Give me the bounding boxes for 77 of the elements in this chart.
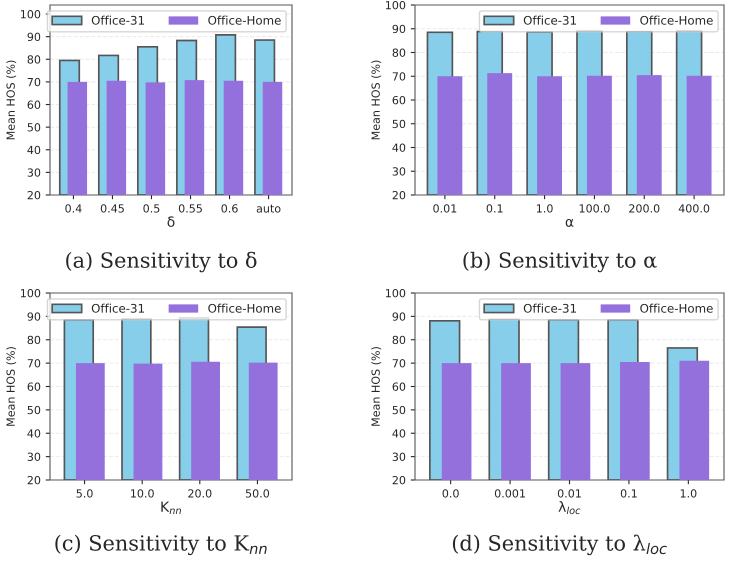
text: (b) Sensitivity to α xyxy=(463,252,657,272)
x-tick-label: 1.0 xyxy=(680,489,696,498)
y-axis-title: Mean HOS (%) xyxy=(371,347,382,426)
y-tick-label: 80 xyxy=(392,48,406,57)
y-tick-label: 70 xyxy=(392,359,406,368)
x-tick-label: 0.45 xyxy=(100,204,124,213)
y-tick-label: 40 xyxy=(392,429,406,438)
x-axis-title: K$_{nn}$ xyxy=(161,502,181,514)
y-tick-label: 40 xyxy=(27,429,40,438)
x-tick-label: 400.0 xyxy=(678,204,710,213)
y-axis-title: Mean HOS (%) xyxy=(6,347,16,426)
y-tick-label: 80 xyxy=(392,336,406,344)
legend-label: Office-Home xyxy=(640,16,713,25)
y-tick-label: 100 xyxy=(386,0,406,10)
x-tick-label: 10.0 xyxy=(131,489,154,498)
x-axis-title: δ xyxy=(168,216,174,227)
y-tick-label: 70 xyxy=(392,72,406,81)
x-tick-label: 5.0 xyxy=(76,489,93,498)
y-tick-label: 30 xyxy=(392,452,406,462)
x-axis-title: λ$_{loc}$ xyxy=(558,501,580,514)
y-tick-label: 60 xyxy=(392,382,406,391)
x-tick-label: 0.1 xyxy=(620,489,637,498)
y-tick-label: 70 xyxy=(28,359,40,368)
y-tick-label: 20 xyxy=(28,190,40,200)
x-tick-label: 0.55 xyxy=(178,204,202,213)
y-tick-label: 100 xyxy=(20,10,40,18)
y-tick-label: 70 xyxy=(28,78,40,86)
legend-label: Office-Home xyxy=(640,304,713,313)
y-tick-label: 80 xyxy=(28,336,40,344)
x-tick-label: 20.0 xyxy=(188,489,212,498)
x-tick-label: 0.001 xyxy=(494,489,525,498)
x-tick-label: 0.01 xyxy=(433,204,456,213)
x-tick-label: 50.0 xyxy=(246,489,270,498)
legend-label: Office-31 xyxy=(524,304,576,313)
y-tick-label: 20 xyxy=(392,476,406,484)
y-tick-label: 50 xyxy=(392,406,406,414)
y-tick-label: 90 xyxy=(28,32,40,42)
y-tick-label: 90 xyxy=(392,24,406,34)
x-tick-label: 0.0 xyxy=(442,489,459,498)
x-tick-label: 200.0 xyxy=(629,204,660,213)
legend-label: Office-Home xyxy=(208,304,281,313)
text: (a) Sensitivity to δ xyxy=(66,252,256,272)
x-tick-label: auto xyxy=(256,204,280,213)
legend-label: Office-Home xyxy=(208,16,281,25)
y-tick-label: 20 xyxy=(28,476,40,484)
y-tick-label: 50 xyxy=(28,123,40,132)
y-tick-label: 20 xyxy=(392,190,406,200)
y-tick-label: 60 xyxy=(392,96,406,104)
x-axis-title: α xyxy=(566,218,574,227)
x-tick-label: 0.5 xyxy=(143,204,160,213)
y-tick-label: 50 xyxy=(28,406,40,414)
y-tick-label: 100 xyxy=(20,288,40,298)
y-tick-label: 80 xyxy=(28,55,40,64)
y-tick-label: 50 xyxy=(392,120,406,128)
legend-label: Office-31 xyxy=(524,16,576,25)
legend-label: Office-31 xyxy=(92,16,144,25)
y-tick-label: 90 xyxy=(28,312,40,321)
y-tick-label: 40 xyxy=(392,143,406,152)
text: (d) Sensitivity to λ$_{loc}$ xyxy=(452,534,667,556)
y-axis-title: Mean HOS (%) xyxy=(371,60,382,140)
y-tick-label: 30 xyxy=(392,167,406,176)
legend-label: Office-31 xyxy=(92,304,144,313)
y-tick-label: 90 xyxy=(392,312,406,321)
x-tick-label: 0.01 xyxy=(558,489,581,498)
y-tick-label: 30 xyxy=(28,168,40,177)
y-tick-label: 60 xyxy=(28,100,40,109)
y-tick-label: 40 xyxy=(27,146,40,154)
x-tick-label: 100.0 xyxy=(580,204,610,213)
y-tick-label: 60 xyxy=(28,382,40,391)
text: (c) Sensitivity to K$_{nn}$ xyxy=(55,534,267,556)
x-tick-label: 1.0 xyxy=(536,204,553,213)
y-tick-label: 100 xyxy=(386,288,406,298)
y-tick-label: 30 xyxy=(28,452,40,462)
x-tick-label: 0.6 xyxy=(221,204,238,213)
y-axis-title: Mean HOS (%) xyxy=(6,60,16,140)
x-tick-label: 0.4 xyxy=(65,204,82,213)
x-tick-label: 0.1 xyxy=(486,204,503,213)
